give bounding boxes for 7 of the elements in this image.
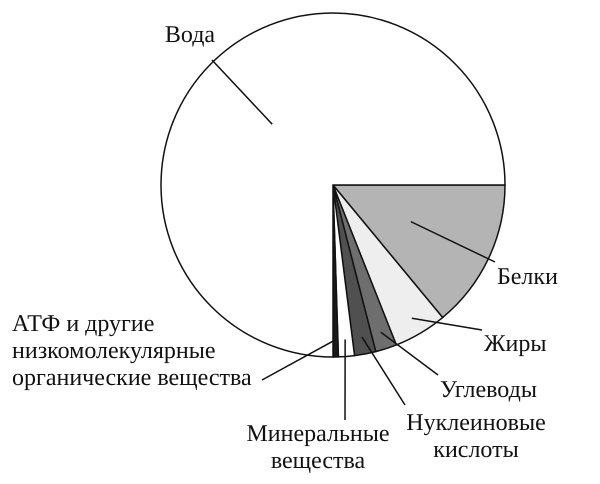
slice-label: Вода bbox=[164, 22, 216, 48]
slice-label: Жиры bbox=[484, 331, 546, 357]
slice-label: АТФ и другие низкомолекулярные органические вещества bbox=[12, 311, 252, 391]
slice-label: Белки bbox=[497, 264, 558, 290]
slice-label: Нуклеиновые кислоты bbox=[406, 410, 546, 463]
slice-label: Углеводы bbox=[440, 377, 537, 403]
slice-label: Минеральные вещества bbox=[246, 421, 390, 474]
